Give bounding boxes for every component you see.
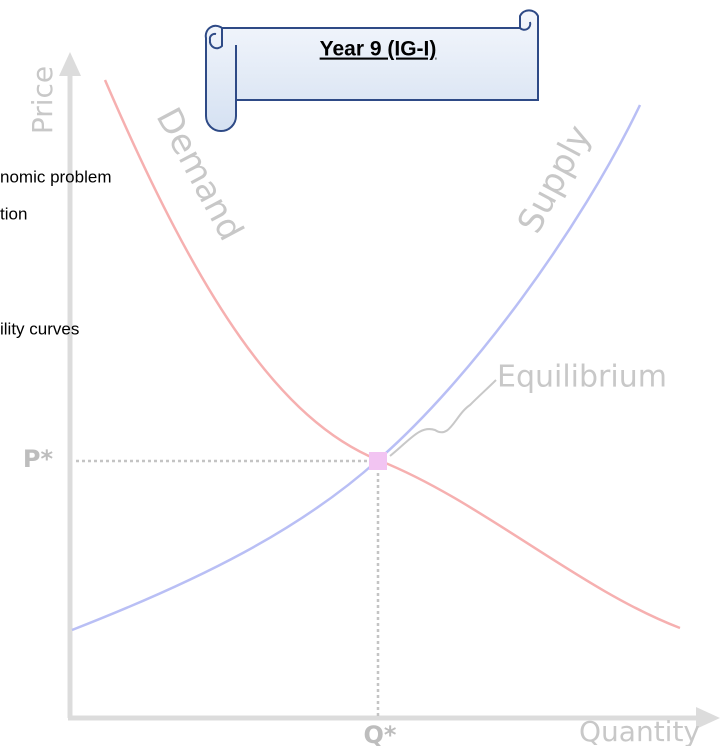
page: Price Quantity P* Q* Equilibrium Demand …	[0, 0, 722, 746]
x-axis-label: Quantity	[579, 715, 700, 746]
equilibrium-point	[369, 452, 387, 470]
supply-label: Supply	[510, 119, 600, 240]
banner-title: Year 9 (IG-I)	[320, 38, 437, 61]
equilibrium-label: Equilibrium	[497, 360, 667, 395]
y-arrow	[59, 52, 81, 76]
price-mark: P*	[23, 445, 54, 473]
text-fragment: nomic problem	[0, 167, 112, 186]
text-fragment: ility curves	[0, 319, 79, 338]
quantity-mark: Q*	[364, 721, 397, 746]
equilibrium-leader	[390, 380, 496, 456]
guides	[76, 461, 378, 716]
banner	[206, 10, 538, 131]
scroll-body	[206, 10, 538, 131]
y-axis-label: Price	[26, 66, 59, 134]
text-fragment: tion	[0, 204, 27, 223]
demand-label: Demand	[148, 101, 251, 247]
